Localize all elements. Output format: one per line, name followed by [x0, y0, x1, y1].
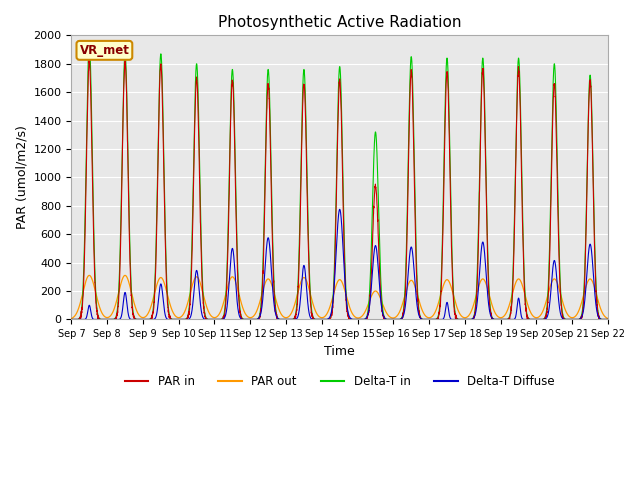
Y-axis label: PAR (umol/m2/s): PAR (umol/m2/s) [15, 125, 28, 229]
Title: Photosynthetic Active Radiation: Photosynthetic Active Radiation [218, 15, 461, 30]
Text: VR_met: VR_met [79, 44, 129, 57]
X-axis label: Time: Time [324, 345, 355, 358]
Legend: PAR in, PAR out, Delta-T in, Delta-T Diffuse: PAR in, PAR out, Delta-T in, Delta-T Dif… [120, 371, 559, 393]
